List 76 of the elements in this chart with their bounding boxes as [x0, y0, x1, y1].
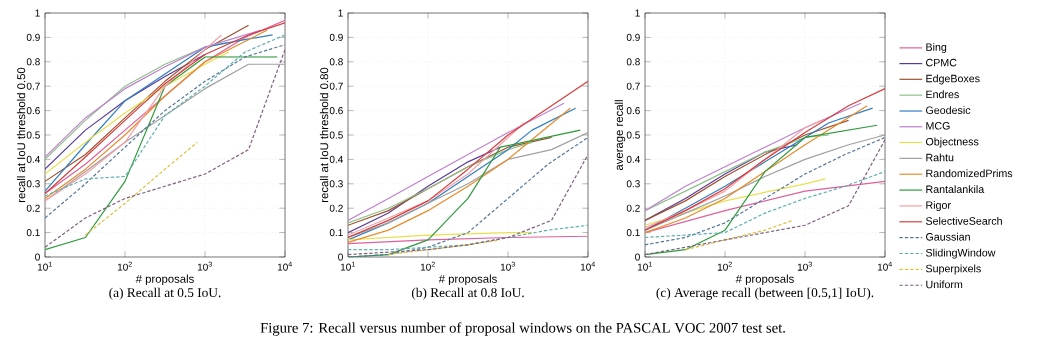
y-tick-label: 0.3	[26, 180, 40, 188]
text: (c) Average recall (between [0.5,1] IoU).	[656, 287, 874, 300]
x-tick-label: 10$^{1}$	[37, 261, 52, 271]
y-tick-label: 0.7	[26, 82, 40, 90]
y-tick-label: 0.6	[626, 107, 640, 115]
x-tick-label: 10$^{2}$	[420, 261, 435, 271]
y-tick-label: 0	[635, 253, 640, 261]
y-tick-label: 0.2	[26, 204, 40, 212]
y-axis-title: recall at IoU threshold 0.80	[319, 67, 329, 202]
legend-label: EdgeBoxes	[926, 74, 980, 85]
y-tick-label: 0.8	[329, 58, 343, 66]
legend-label: Bing	[926, 43, 947, 53]
y-tick-label: 0.4	[26, 155, 40, 163]
line-series	[645, 180, 885, 234]
y-tick-label: 0.2	[626, 204, 640, 212]
legend-label: Geodesic	[926, 106, 971, 115]
y-tick-label: 0.2	[329, 204, 343, 212]
x-tick-label: 10$^{3}$	[500, 261, 515, 271]
line-series	[348, 224, 588, 251]
y-tick-label: 0.3	[626, 180, 640, 188]
y-tick-label: 0.5	[626, 131, 640, 139]
y-tick-label: 1	[35, 9, 40, 17]
y-tick-label: 0.6	[329, 107, 343, 115]
y-tick-label: 0.1	[26, 229, 40, 237]
x-tick-label: 10$^{2}$	[117, 261, 132, 271]
y-tick-label: 0.5	[26, 131, 40, 139]
y-tick-label: 0	[338, 253, 343, 261]
x-tick-label: 10$^{2}$	[717, 261, 732, 271]
y-tick-label: 0.1	[329, 229, 343, 237]
legend-label: Objectness	[926, 137, 979, 148]
line-series	[45, 44, 285, 219]
x-tick-label: 10$^{4}$	[277, 261, 292, 271]
x-tick-label: 10$^{1}$	[340, 261, 355, 271]
legend-label: Uniform	[926, 280, 963, 289]
y-tick-label: 0.8	[626, 58, 640, 66]
y-tick-label: 0	[35, 253, 40, 261]
legend-label: SelectiveSearch	[925, 216, 1002, 225]
legend-label: Gaussian	[926, 232, 970, 241]
x-tick-label: 10$^{3}$	[197, 261, 212, 271]
legend-label: Superpixels	[925, 264, 981, 275]
y-tick-label: 0.8	[26, 58, 40, 66]
y-tick-label: 0.5	[329, 131, 343, 139]
y-tick-label: 0.4	[626, 155, 640, 163]
caption: Figure 7: Recall versus number of proposal windows on the PASCAL VOC 2007 test set.	[260, 322, 785, 336]
x-tick-label: 10$^{4}$	[580, 261, 595, 271]
legend-label: Endres	[926, 90, 959, 99]
legend-label: CPMC	[926, 58, 957, 67]
x-tick-label: 10$^{3}$	[797, 261, 812, 271]
y-tick-label: 0.4	[329, 155, 343, 163]
x-axis-title: # proposals	[135, 274, 194, 286]
legend-label: RandomizedPrims	[926, 169, 1013, 178]
text: (a) Recall at 0.5 IoU.	[109, 287, 221, 300]
x-tick-label: 10$^{4}$	[877, 261, 892, 271]
x-axis-title: # proposals	[735, 274, 794, 286]
y-tick-label: 0.9	[626, 33, 640, 41]
legend-label: MCG	[926, 122, 950, 130]
y-tick-label: 0.3	[329, 180, 343, 188]
line-series	[348, 235, 588, 245]
text: (b) Recall at 0.8 IoU.	[411, 287, 524, 300]
legend-label: SlidingWindow	[925, 248, 996, 259]
y-tick-label: 0.7	[329, 82, 343, 90]
y-tick-label: 1	[635, 9, 640, 17]
y-tick-label: 0.9	[329, 33, 343, 41]
y-tick-label: 0.9	[26, 33, 40, 41]
x-tick-label: 10$^{1}$	[637, 261, 652, 271]
legend-label: Rahtu	[926, 153, 954, 162]
y-tick-label: 1	[338, 9, 343, 17]
legend-label: Rigor	[926, 201, 951, 212]
line-series	[645, 171, 885, 239]
y-tick-label: 0.1	[626, 229, 640, 237]
y-axis-title: average recall	[614, 100, 626, 171]
y-tick-label: 0.6	[26, 107, 40, 115]
x-axis-title: # proposals	[438, 274, 497, 286]
y-tick-label: 0.7	[626, 82, 640, 90]
legend-label: Rantalankila	[926, 185, 985, 194]
y-axis-title: recall at IoU threshold 0.50	[16, 67, 26, 202]
